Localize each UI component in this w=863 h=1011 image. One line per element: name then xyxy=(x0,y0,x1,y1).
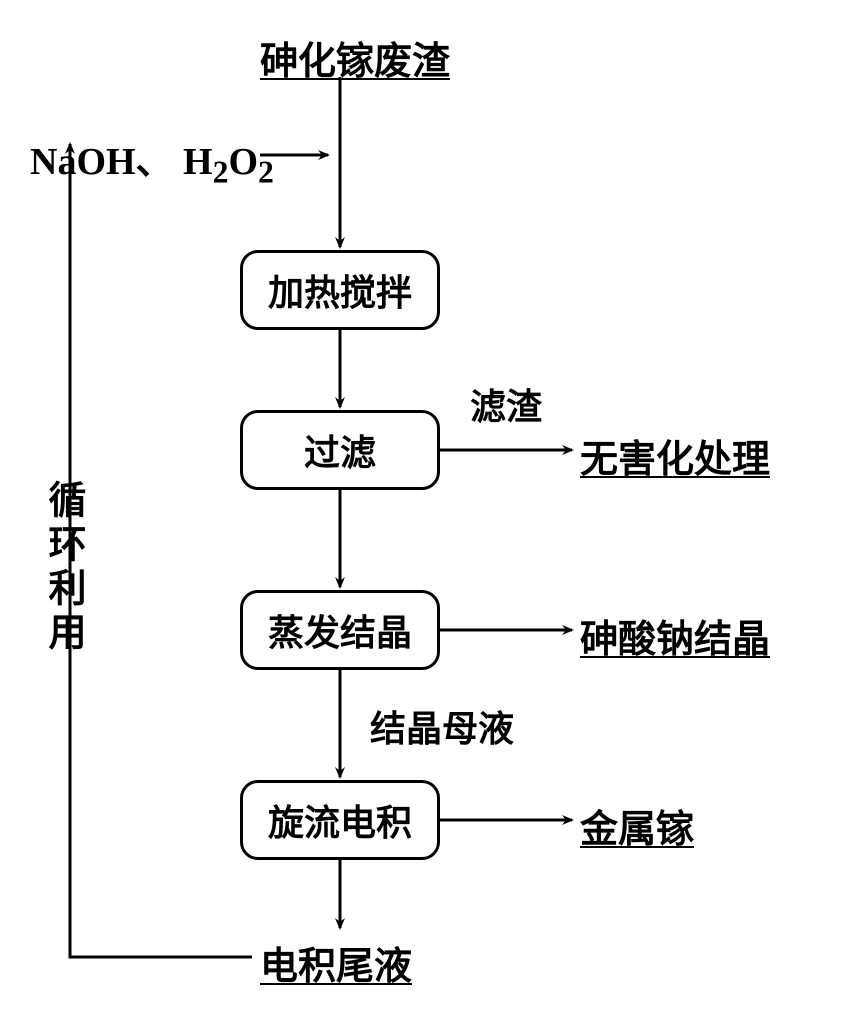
reagents-text: NaOH、 H2O2 xyxy=(30,141,274,183)
label-reagents: NaOH、 H2O2 xyxy=(30,130,274,191)
label-harmless: 无害化处理 xyxy=(580,428,770,483)
label-arsenate: 砷酸钠结晶 xyxy=(580,608,770,663)
node-heat-stir: 加热搅拌 xyxy=(240,250,440,330)
node-evaporate: 蒸发结晶 xyxy=(240,590,440,670)
label-tail-liquor: 电积尾液 xyxy=(260,935,412,990)
label-input-top: 砷化镓废渣 xyxy=(260,30,450,85)
label-filter-residue: 滤渣 xyxy=(470,378,542,430)
label-gallium: 金属镓 xyxy=(580,798,694,853)
node-filter: 过滤 xyxy=(240,410,440,490)
label-recycle: 循环利用 xyxy=(36,480,91,656)
label-mother-liquor: 结晶母液 xyxy=(370,700,514,752)
node-electrowinning: 旋流电积 xyxy=(240,780,440,860)
